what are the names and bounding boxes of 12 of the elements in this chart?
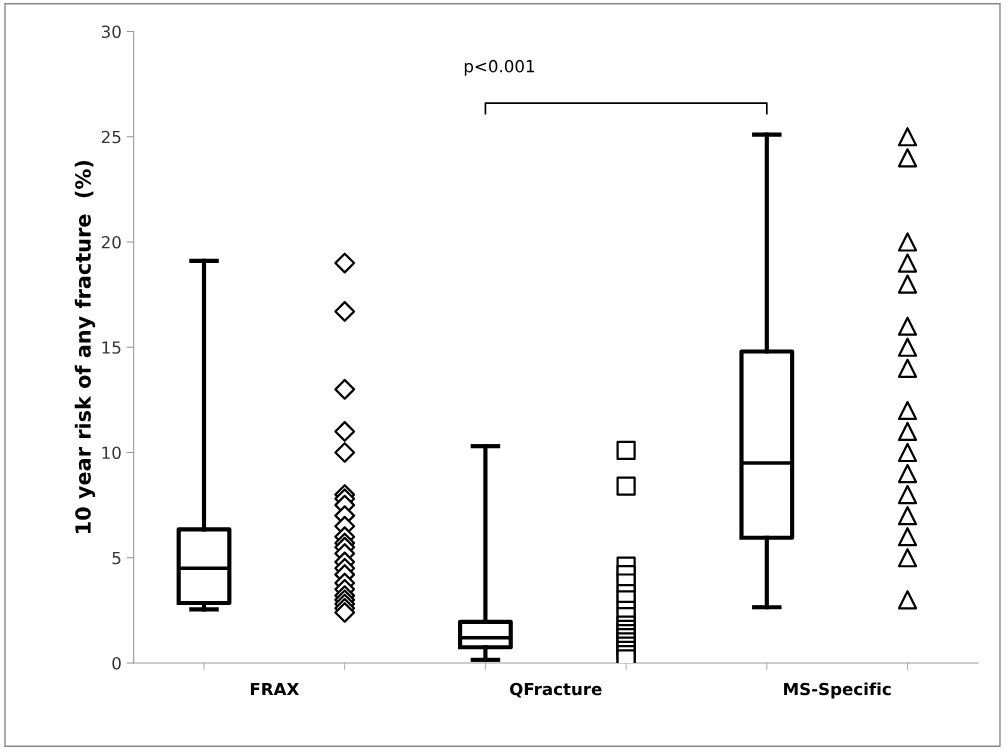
y-tick-label: 25 (101, 130, 121, 144)
y-tick-label: 30 (101, 25, 121, 39)
y-tick-label: 0 (112, 656, 121, 670)
x-tick-label: FRAX (250, 682, 300, 696)
x-tick-label: QFracture (510, 682, 602, 698)
y-tick-label: 20 (101, 235, 121, 249)
annotation: p<0.001 (464, 59, 535, 76)
y-tick-label: 10 (102, 446, 121, 460)
y-tick-label: 5 (112, 551, 121, 565)
y-tick-label: 15 (102, 341, 121, 354)
y-axis-title: 10 year risk of any fracture (%) (74, 160, 96, 533)
x-tick-label: MS-Specific (784, 682, 891, 699)
